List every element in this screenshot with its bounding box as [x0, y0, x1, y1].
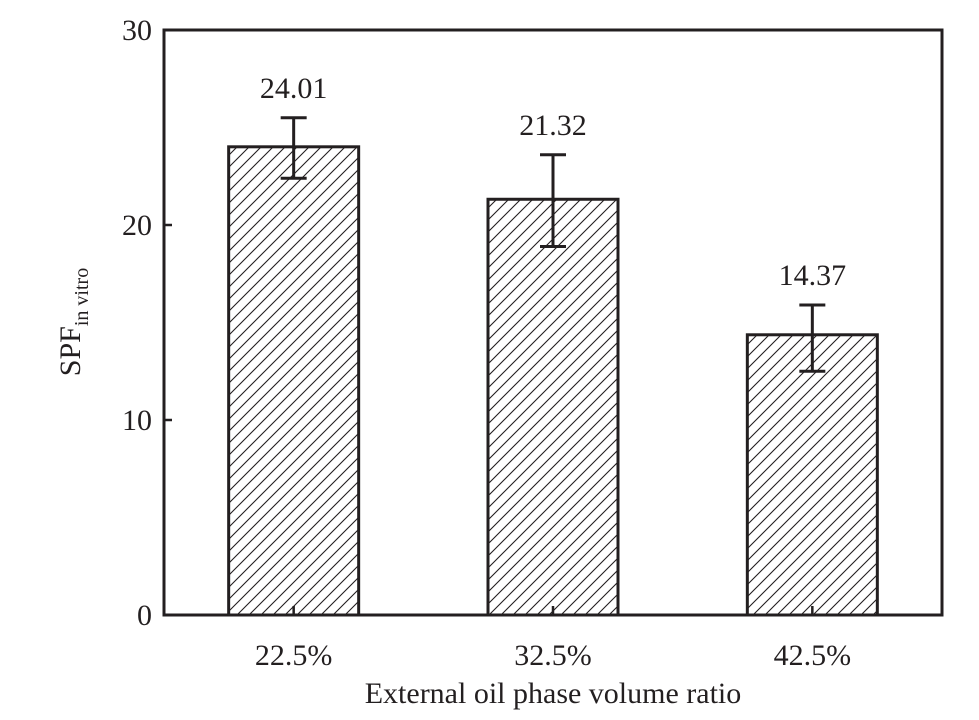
x-axis: 22.5% 32.5% 42.5%	[255, 606, 851, 672]
error-bars	[280, 116, 826, 373]
x-tick-label-1: 22.5%	[255, 639, 333, 672]
bars	[227, 145, 879, 617]
y-tick-label-10: 10	[122, 404, 152, 437]
error-bar-3	[799, 303, 826, 373]
data-label-1: 24.01	[260, 72, 328, 105]
data-label-3: 14.37	[779, 259, 847, 292]
x-tick-label-2: 32.5%	[514, 639, 592, 672]
y-tick-label-20: 20	[122, 209, 152, 242]
bar-3	[745, 333, 879, 617]
y-axis-title: SPFin vitro	[54, 268, 93, 376]
y-axis-title-subscript: in vitro	[71, 268, 93, 326]
y-tick-label-0: 0	[137, 599, 152, 632]
y-axis: 0 10 20 30	[122, 14, 172, 632]
y-tick-label-30: 30	[122, 14, 152, 47]
x-tick-label-3: 42.5%	[774, 639, 852, 672]
y-axis-title-main: SPF	[54, 326, 87, 376]
error-bar-2	[540, 153, 566, 248]
data-label-2: 21.32	[519, 109, 587, 142]
x-axis-title: External oil phase volume ratio	[365, 677, 742, 710]
data-labels: 24.01 21.32 14.37	[260, 72, 846, 292]
bar-2	[486, 197, 620, 617]
bar-1	[227, 145, 361, 617]
error-bar-1	[280, 116, 307, 180]
